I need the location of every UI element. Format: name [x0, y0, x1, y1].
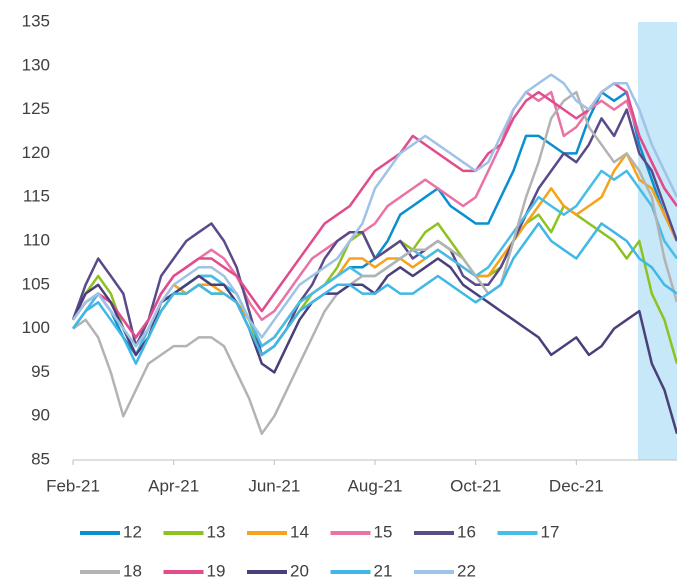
y-tick-label: 105: [22, 274, 50, 293]
y-tick-label: 90: [31, 406, 50, 425]
legend-label: 21: [374, 561, 393, 580]
y-tick-label: 120: [22, 143, 50, 162]
legend-label: 22: [457, 561, 476, 580]
legend-label: 14: [290, 522, 309, 541]
x-tick-label: Apr-21: [148, 476, 199, 495]
series-line: [72, 90, 677, 435]
legend-label: 19: [207, 561, 226, 580]
y-tick-label: 125: [22, 99, 50, 118]
legend-label: 15: [374, 522, 393, 541]
legend-label: 18: [123, 561, 142, 580]
series-line: [71, 169, 677, 357]
x-tick-label: Dec-21: [549, 476, 604, 495]
series-line: [71, 204, 677, 364]
legend-label: 20: [290, 561, 309, 580]
series-line: [71, 222, 677, 365]
x-tick-label: Feb-21: [46, 476, 100, 495]
legend-label: 13: [207, 522, 226, 541]
y-tick-label: 130: [22, 55, 50, 74]
x-tick-label: Aug-21: [348, 476, 403, 495]
y-tick-label: 100: [22, 318, 50, 337]
series-line: [71, 108, 677, 357]
y-tick-label: 85: [31, 449, 50, 468]
series-line: [71, 152, 677, 348]
highlight-band: [638, 22, 677, 460]
series-line: [71, 257, 677, 435]
legend-label: 12: [123, 522, 142, 541]
x-tick-label: Jun-21: [248, 476, 300, 495]
y-tick-label: 95: [31, 362, 50, 381]
series-line: [71, 73, 677, 348]
series-line: [71, 82, 677, 339]
x-tick-label: Oct-21: [450, 476, 501, 495]
y-tick-label: 110: [23, 230, 50, 249]
y-tick-label: 115: [23, 187, 50, 206]
y-tick-label: 135: [22, 11, 50, 30]
legend-label: 17: [541, 522, 560, 541]
legend-label: 16: [457, 522, 476, 541]
